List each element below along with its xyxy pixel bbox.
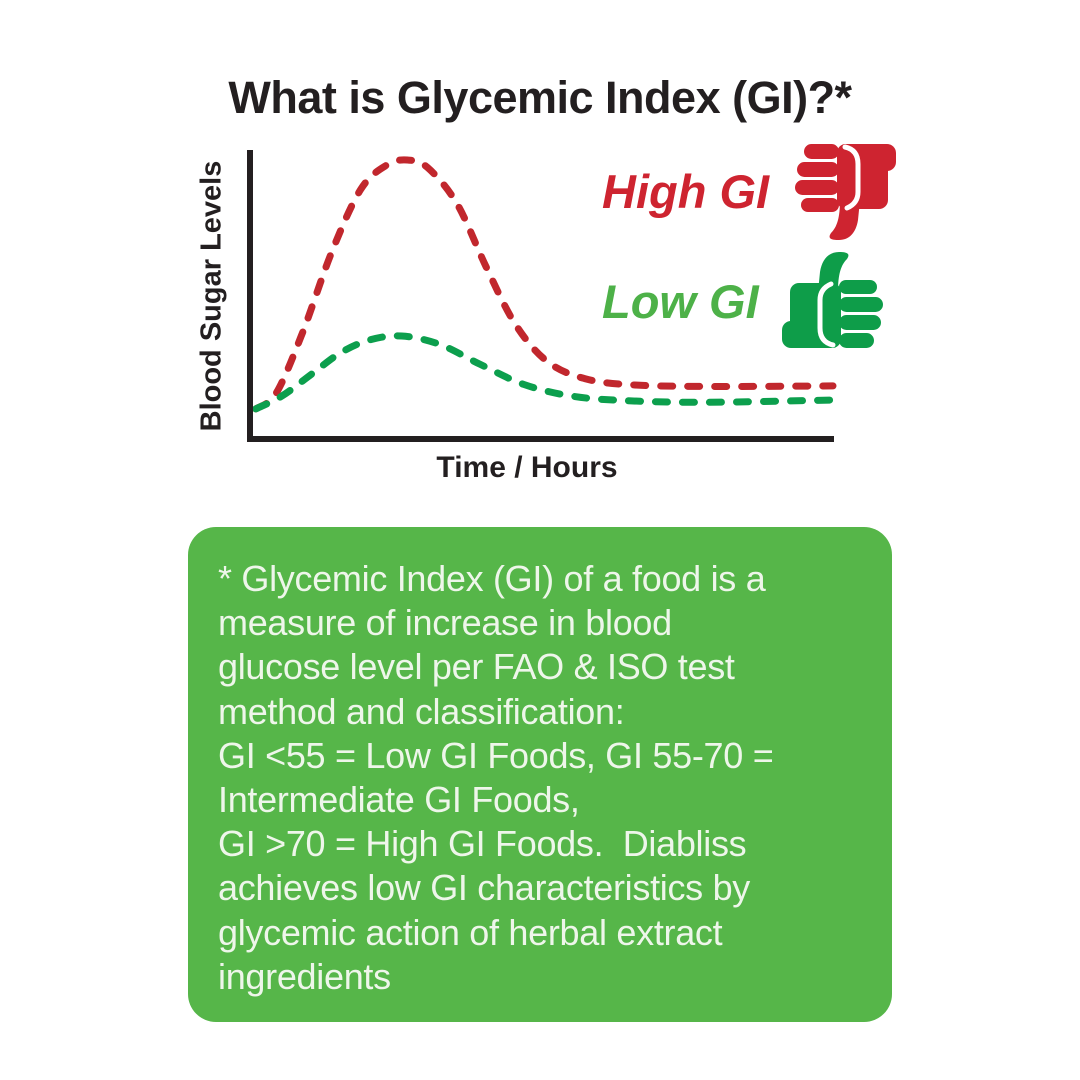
footnote-line: * Glycemic Index (GI) of a food is a [218,558,766,599]
legend-item-high-gi: High GI [602,142,899,240]
footnote-line: GI >70 = High GI Foods. Diabliss [218,823,747,865]
legend-label-high-gi: High GI [602,164,770,218]
high-gi-curve [252,156,837,413]
thumbs-up-icon [779,252,889,350]
footnote-line: measure of increase in blood [218,602,672,644]
footnote-line: glycemic action of herbal extract [218,911,723,953]
chart-axes [247,150,834,442]
footnote-line: ingredients [218,955,391,997]
low-gi-curve [252,332,837,413]
footnote-text: * Glycemic Index (GI) of a food is a meas… [218,557,864,999]
footnote-line: GI <55 = Low GI Foods, GI 55-70 = [218,734,774,776]
footnote-line: Intermediate GI Foods, [218,779,580,821]
y-axis-label: Blood Sugar Levels [195,160,228,432]
footnote-line: method and classification: [218,690,625,732]
x-axis-label: Time / Hours [436,451,618,484]
blood-sugar-chart: Blood Sugar Levels Time / Hours High GI … [0,0,1080,520]
chart-plot-area [247,150,837,442]
footnote-box: * Glycemic Index (GI) of a food is a meas… [188,527,892,1022]
page-title: What is Glycemic Index (GI)?* [228,72,852,123]
legend-label-low-gi: Low GI [602,274,759,328]
footnote-line: achieves low GI characteristics by [218,867,750,909]
legend-item-low-gi: Low GI [602,252,889,350]
thumbs-down-icon [789,142,899,240]
footnote-line: glucose level per FAO & ISO test [218,646,735,688]
